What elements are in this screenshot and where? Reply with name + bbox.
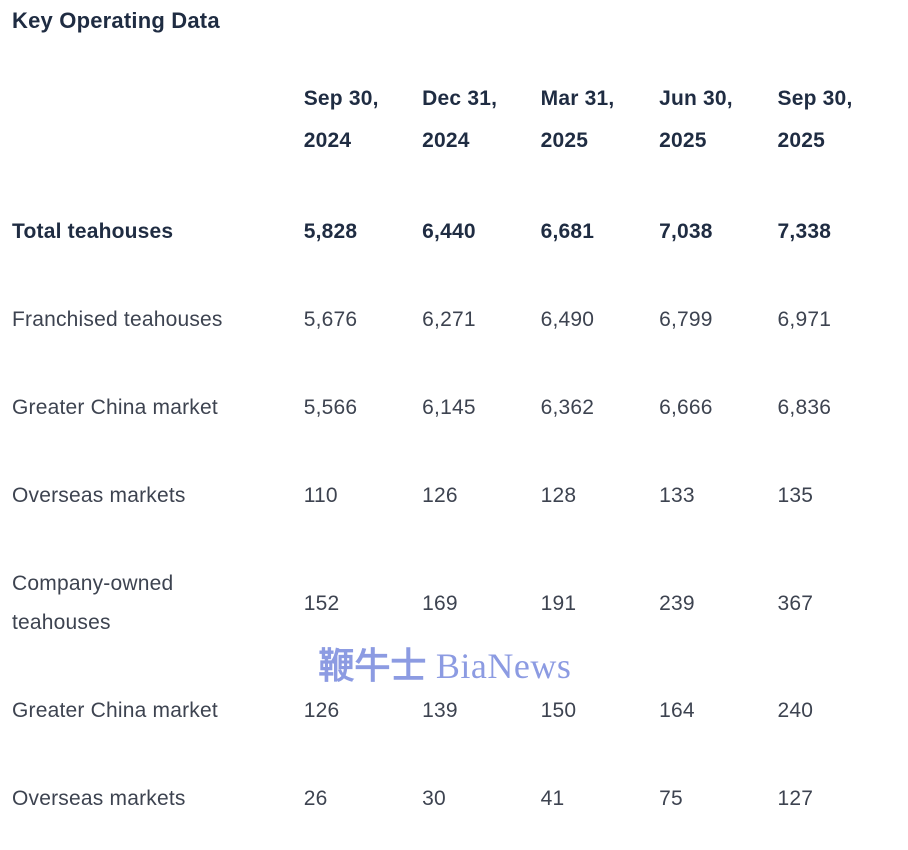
cell-value: 6,490 xyxy=(540,307,595,331)
key-operating-data-table: Sep 30, 2024 Dec 31, 2024 Mar 31, 2025 J… xyxy=(12,34,896,843)
cell-value: 191 xyxy=(540,591,577,615)
row-label-cell: Overseas markets xyxy=(12,452,304,540)
column-header: Jun 30, 2025 xyxy=(659,87,733,152)
cell-value: 6,971 xyxy=(777,307,832,331)
cell-value: 152 xyxy=(303,591,340,615)
cell-value: 127 xyxy=(777,787,814,811)
cell-value: 169 xyxy=(422,591,458,615)
row-label-cell: Company-owned teahouses xyxy=(12,540,304,668)
cell-value: 6,362 xyxy=(540,395,595,419)
cell-value: 128 xyxy=(540,483,577,507)
cell-value: 6,440 xyxy=(422,220,476,243)
cell-value: 6,681 xyxy=(540,220,595,243)
cell-value: 41 xyxy=(540,787,565,811)
cell-value: 5,676 xyxy=(303,307,358,331)
header-empty-cell xyxy=(12,34,304,188)
row-label-cell: Overseas markets xyxy=(12,755,304,843)
cell-value: 150 xyxy=(540,699,577,723)
row-label-cell: Total teahouses xyxy=(12,188,304,276)
row-label: Greater China market xyxy=(12,395,218,419)
table-row: Greater China market 126 139 150 164 240 xyxy=(12,667,896,755)
cell-value: 6,836 xyxy=(777,395,832,419)
table-row: Company-owned teahouses 152 169 191 239 … xyxy=(12,540,896,668)
cell-value: 26 xyxy=(303,787,328,811)
cell-value: 126 xyxy=(422,483,458,507)
table-row: Greater China market 5,566 6,145 6,362 6… xyxy=(12,364,896,452)
row-label-cell: Greater China market xyxy=(12,667,304,755)
cell-value: 133 xyxy=(659,483,695,507)
table-row: Total teahouses 5,828 6,440 6,681 7,038 … xyxy=(12,188,896,276)
cell-value: 139 xyxy=(422,699,458,723)
cell-value: 367 xyxy=(777,591,814,615)
column-header: Sep 30, 2025 xyxy=(777,87,853,152)
page-title: Key Operating Data xyxy=(12,8,220,33)
table-row: Overseas markets 26 30 41 75 127 xyxy=(12,755,896,843)
row-label: Greater China market xyxy=(12,699,218,723)
row-label: Franchised teahouses xyxy=(12,307,223,331)
cell-value: 5,828 xyxy=(303,220,358,243)
row-label-cell: Greater China market xyxy=(12,364,304,452)
cell-value: 239 xyxy=(659,591,695,615)
cell-value: 6,145 xyxy=(422,395,476,419)
cell-value: 126 xyxy=(303,699,340,723)
cell-value: 135 xyxy=(777,483,814,507)
cell-value: 7,338 xyxy=(777,220,832,243)
column-header: Mar 31, 2025 xyxy=(540,87,615,152)
table-row: Overseas markets 110 126 128 133 135 xyxy=(12,452,896,540)
row-label: Overseas markets xyxy=(12,787,186,811)
row-label: Overseas markets xyxy=(12,483,186,507)
cell-value: 6,666 xyxy=(659,395,713,419)
cell-value: 75 xyxy=(659,787,683,811)
column-header: Sep 30, 2024 xyxy=(303,87,379,152)
cell-value: 5,566 xyxy=(303,395,358,419)
cell-value: 110 xyxy=(303,483,338,507)
row-label: Total teahouses xyxy=(12,220,174,243)
cell-value: 164 xyxy=(659,699,695,723)
cell-value: 7,038 xyxy=(659,220,713,243)
column-header: Dec 31, 2024 xyxy=(422,87,498,152)
table-header-row: Sep 30, 2024 Dec 31, 2024 Mar 31, 2025 J… xyxy=(12,34,896,188)
cell-value: 30 xyxy=(422,787,446,811)
cell-value: 6,799 xyxy=(659,307,713,331)
table-row: Franchised teahouses 5,676 6,271 6,490 6… xyxy=(12,276,896,364)
cell-value: 240 xyxy=(777,699,814,723)
cell-value: 6,271 xyxy=(422,307,476,331)
row-label: Company-owned teahouses xyxy=(12,571,174,635)
row-label-cell: Franchised teahouses xyxy=(12,276,304,364)
